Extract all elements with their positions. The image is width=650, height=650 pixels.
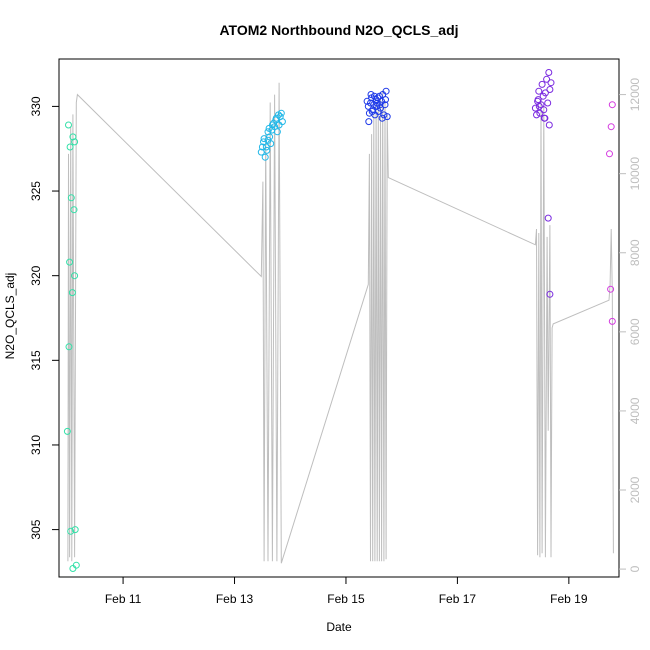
y2-tick-label-1: 2000 <box>628 476 642 503</box>
y-tick-label-2: 315 <box>29 350 43 370</box>
data-point-5-1 <box>608 101 616 109</box>
data-point-2-24 <box>263 146 271 154</box>
data-point-4-5 <box>536 109 544 117</box>
data-point-4-12 <box>544 99 552 107</box>
x-tick-label-3: Feb 17 <box>439 592 477 606</box>
data-point-2-21 <box>268 121 276 129</box>
data-point-5-3 <box>606 150 613 158</box>
data-point-1-4 <box>71 138 79 146</box>
data-point-2-18 <box>277 109 285 117</box>
y-tick-label-3: 320 <box>29 265 43 285</box>
data-point-3-26 <box>382 96 389 104</box>
data-point-4-1 <box>531 104 539 112</box>
data-point-4-15 <box>547 79 555 87</box>
plot-frame <box>58 58 620 578</box>
data-point-1-9 <box>68 289 76 297</box>
data-point-1-1 <box>65 121 72 129</box>
y2-tick-label-6: 12000 <box>628 78 642 112</box>
data-point-5-2 <box>607 123 615 131</box>
y2-tick-label-3: 6000 <box>628 318 642 345</box>
data-point-3-28 <box>374 94 382 102</box>
y2-tick-label-5: 10000 <box>628 157 642 191</box>
data-point-4-2 <box>533 111 540 119</box>
y-tick-label-0: 305 <box>29 519 43 539</box>
data-point-1-6 <box>70 206 78 214</box>
data-point-2-23 <box>266 133 274 141</box>
data-point-2-14 <box>273 128 281 136</box>
data-point-3-22 <box>378 114 386 122</box>
x-tick-label-1: Feb 13 <box>216 592 254 606</box>
y2-tick-label-2: 4000 <box>628 397 642 424</box>
data-point-2-22 <box>272 116 280 124</box>
data-point-4-4 <box>535 87 543 95</box>
data-point-1-2 <box>66 143 74 151</box>
y2-tick-label-0: 0 <box>628 565 642 572</box>
data-point-1-10 <box>65 343 73 351</box>
series-1 <box>63 121 80 572</box>
series-2 <box>257 109 286 161</box>
data-point-2-9 <box>267 140 275 148</box>
data-point-3-25 <box>376 101 384 109</box>
data-point-4-13 <box>545 69 553 76</box>
data-point-1-13 <box>71 526 79 534</box>
x-tick-label-4: Feb 19 <box>550 592 588 606</box>
data-point-1-8 <box>71 272 79 280</box>
data-point-4-17 <box>540 106 548 114</box>
series-5 <box>606 101 616 325</box>
data-point-1-15 <box>72 561 80 569</box>
data-point-1-11 <box>63 427 71 435</box>
data-point-3-23 <box>365 118 373 126</box>
data-point-4-7 <box>538 80 546 88</box>
data-point-3-27 <box>368 108 376 115</box>
data-point-1-7 <box>66 258 74 266</box>
y-tick-label-4: 325 <box>29 181 43 201</box>
chart-title: ATOM2 Northbound N2O_QCLS_adj <box>219 22 458 38</box>
data-point-3-24 <box>370 92 378 100</box>
data-point-1-5 <box>67 194 75 202</box>
x-tick-label-2: Feb 15 <box>327 592 365 606</box>
altitude-line <box>67 82 614 564</box>
y2-tick-label-4: 8000 <box>628 239 642 266</box>
data-point-3-13 <box>377 104 384 112</box>
data-point-4-22 <box>546 290 554 298</box>
data-point-5-5 <box>608 317 616 325</box>
data-point-3-17 <box>381 101 389 109</box>
data-point-3-16 <box>380 111 388 119</box>
data-point-3-1 <box>363 97 371 105</box>
data-point-3-19 <box>383 113 391 121</box>
data-point-2-19 <box>278 118 286 126</box>
data-point-5-4 <box>607 285 615 293</box>
data-point-2-2 <box>258 143 266 151</box>
data-point-1-3 <box>69 133 77 141</box>
data-point-4-14 <box>546 86 554 93</box>
data-point-4-16 <box>534 96 542 104</box>
data-point-3-20 <box>367 91 375 98</box>
data-point-2-6 <box>262 143 270 151</box>
data-point-1-14 <box>69 565 77 572</box>
data-point-4-20 <box>541 114 549 122</box>
y-tick-label-5: 330 <box>29 96 43 116</box>
plot-layer: Feb 11 Feb 13 Feb 15 Feb 17 Feb 19 305 310 315 3… <box>29 58 642 606</box>
data-point-3-18 <box>382 87 390 95</box>
data-point-2-5 <box>261 153 269 161</box>
data-point-1-12 <box>67 527 75 535</box>
data-point-3-21 <box>373 102 381 110</box>
data-point-4-18 <box>545 121 553 129</box>
x-tick-label-0: Feb 11 <box>105 592 142 606</box>
x-axis-label: Date <box>326 620 352 634</box>
data-point-4-19 <box>535 102 543 110</box>
y-tick-label-1: 310 <box>29 435 43 455</box>
data-point-3-4 <box>367 99 374 107</box>
series-4 <box>531 69 555 298</box>
data-point-4-21 <box>544 214 552 222</box>
y-axis-label: N2O_QCLS_adj <box>3 273 17 360</box>
data-point-4-11 <box>543 75 551 83</box>
series-3 <box>363 87 391 126</box>
data-point-4-10 <box>541 89 549 97</box>
